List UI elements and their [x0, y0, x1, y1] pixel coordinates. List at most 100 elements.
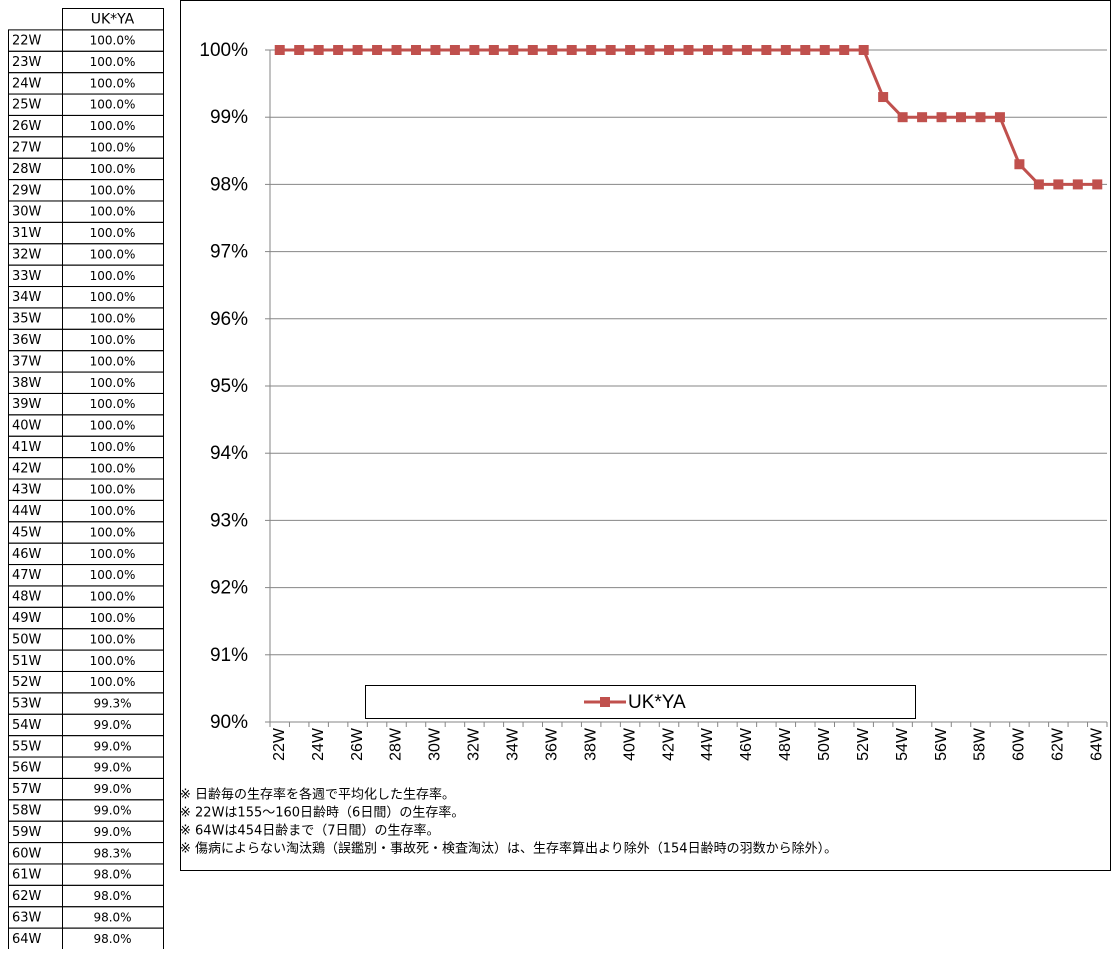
point-marker — [274, 45, 285, 55]
row-label: 29W — [12, 183, 42, 198]
row-value: 100.0% — [90, 419, 136, 433]
row-value: 98.0% — [93, 910, 131, 924]
row-label: 46W — [12, 547, 42, 562]
point-marker — [625, 45, 636, 55]
row-label: 64W — [12, 932, 42, 947]
row-value: 100.0% — [90, 483, 136, 497]
y-tick-label: 95% — [210, 376, 248, 397]
row-value: 99.0% — [93, 825, 131, 839]
row-label: 42W — [12, 461, 42, 476]
x-tick-label: 26W — [349, 727, 366, 761]
row-value: 100.0% — [90, 376, 136, 390]
x-tick-label: 54W — [894, 727, 911, 761]
legend-box — [365, 685, 916, 719]
row-label: 34W — [12, 290, 42, 305]
x-tick-label: 40W — [621, 727, 638, 761]
row-value: 100.0% — [90, 397, 136, 411]
x-tick-label: 58W — [972, 727, 989, 761]
row-value: 100.0% — [90, 76, 136, 90]
row-value: 99.0% — [93, 761, 131, 775]
row-label: 57W — [12, 782, 42, 797]
row-value: 100.0% — [90, 654, 136, 668]
point-marker — [644, 45, 655, 55]
x-tick-label: 62W — [1050, 727, 1067, 761]
x-tick-label: 60W — [1011, 727, 1028, 761]
y-tick-label: 92% — [210, 578, 248, 599]
row-value: 100.0% — [90, 247, 136, 261]
row-label: 44W — [12, 504, 42, 519]
row-label: 40W — [12, 419, 42, 434]
row-value: 100.0% — [90, 504, 136, 518]
x-tick-label: 56W — [933, 727, 950, 761]
point-marker — [936, 112, 947, 123]
point-marker — [800, 45, 811, 55]
row-label: 62W — [12, 889, 42, 904]
x-tick-label: 32W — [466, 727, 483, 761]
point-marker — [449, 45, 460, 55]
x-tick-label: 24W — [310, 727, 327, 761]
row-value: 100.0% — [90, 98, 136, 112]
row-value: 100.0% — [90, 55, 136, 69]
point-marker — [956, 112, 967, 123]
row-value: 100.0% — [90, 269, 136, 283]
y-tick-label: 100% — [199, 40, 248, 61]
point-marker — [741, 45, 752, 55]
point-marker — [1014, 159, 1025, 170]
x-tick-label: 44W — [699, 727, 716, 761]
x-tick-label: 64W — [1088, 727, 1105, 761]
x-tick-label: 48W — [777, 727, 794, 761]
point-marker — [372, 45, 383, 55]
row-value: 98.0% — [93, 868, 131, 882]
point-marker — [917, 112, 928, 123]
y-tick-label: 97% — [210, 242, 248, 263]
row-value: 100.0% — [90, 525, 136, 539]
row-label: 31W — [12, 226, 42, 241]
row-label: 33W — [12, 269, 42, 284]
row-label: 43W — [12, 483, 42, 498]
row-value: 98.3% — [93, 846, 131, 860]
row-label: 63W — [12, 910, 42, 925]
y-tick-label: 91% — [210, 645, 248, 666]
row-value: 100.0% — [90, 675, 136, 689]
note: ※ 22Wは155～160日齢時（6日間）の生存率。 — [180, 805, 464, 821]
point-marker — [410, 45, 421, 55]
point-marker — [1033, 179, 1044, 190]
row-value: 100.0% — [90, 162, 136, 176]
row-value: 100.0% — [90, 290, 136, 304]
row-label: 54W — [12, 718, 42, 733]
row-value: 100.0% — [90, 119, 136, 133]
point-marker — [994, 112, 1005, 123]
y-tick-label: 90% — [210, 712, 248, 733]
row-value: 100.0% — [90, 440, 136, 454]
row-value: 100.0% — [90, 34, 136, 48]
row-label: 37W — [12, 354, 42, 369]
point-marker — [839, 45, 850, 55]
row-label: 22W — [12, 34, 42, 49]
row-label: 41W — [12, 440, 42, 455]
y-tick-label: 94% — [210, 443, 248, 464]
point-marker — [819, 45, 830, 55]
row-label: 50W — [12, 632, 42, 647]
row-label: 51W — [12, 654, 42, 669]
x-tick-label: 42W — [660, 727, 677, 761]
table-header: UK*YA — [91, 12, 135, 28]
point-marker — [488, 45, 499, 55]
row-value: 99.0% — [93, 782, 131, 796]
note: ※ 傷病によらない淘汰鶏（誤鑑別・事故死・検査淘汰）は、生存率算出より除外（15… — [180, 841, 837, 857]
point-marker — [547, 45, 558, 55]
point-marker — [858, 45, 869, 55]
point-marker — [391, 45, 402, 55]
point-marker — [527, 45, 538, 55]
point-marker — [975, 112, 986, 123]
point-marker — [878, 92, 889, 103]
point-marker — [664, 45, 675, 55]
row-label: 45W — [12, 525, 42, 540]
row-label: 27W — [12, 141, 42, 156]
row-value: 100.0% — [90, 141, 136, 155]
row-value: 100.0% — [90, 205, 136, 219]
note: ※ 日齢毎の生存率を各週で平均化した生存率。 — [180, 787, 455, 803]
row-value: 100.0% — [90, 547, 136, 561]
point-marker — [605, 45, 616, 55]
